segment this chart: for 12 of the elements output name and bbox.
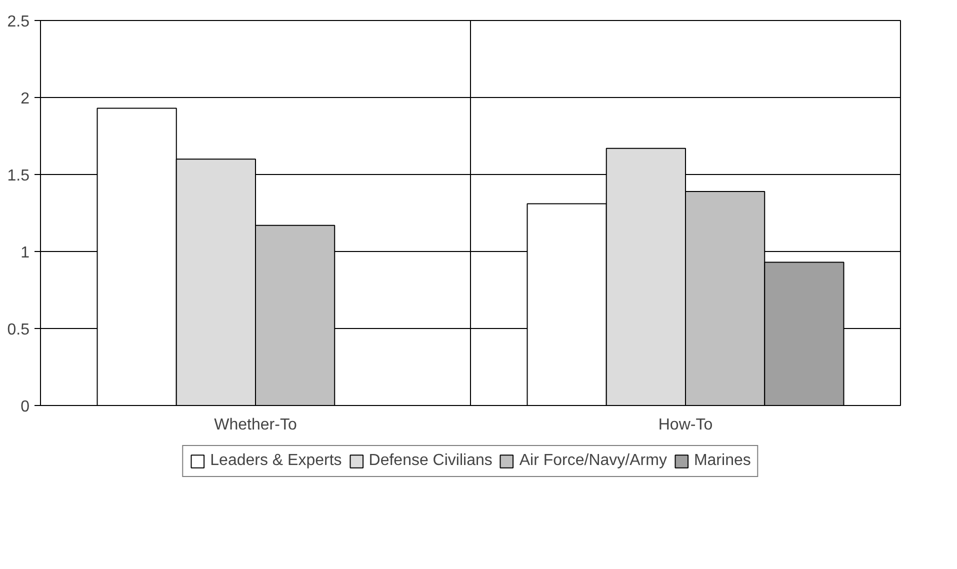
legend-label: Leaders & Experts (210, 452, 342, 470)
y-tick-label: 0.5 (7, 322, 30, 338)
y-tick-label: 0 (20, 398, 30, 416)
y-tick-label: 1.5 (7, 168, 30, 184)
y-tick-label: 1 (20, 244, 30, 262)
y-tick-label: 2 (20, 90, 30, 108)
x-tick-label: Whether-To (214, 416, 297, 434)
legend-label: Marines (694, 452, 751, 470)
y-tick-label: 2.5 (7, 14, 30, 30)
legend-label: Defense Civilians (368, 452, 492, 470)
legend-label: Air Force/Navy/Army (519, 452, 667, 470)
x-tick-label: How-To (658, 416, 713, 434)
